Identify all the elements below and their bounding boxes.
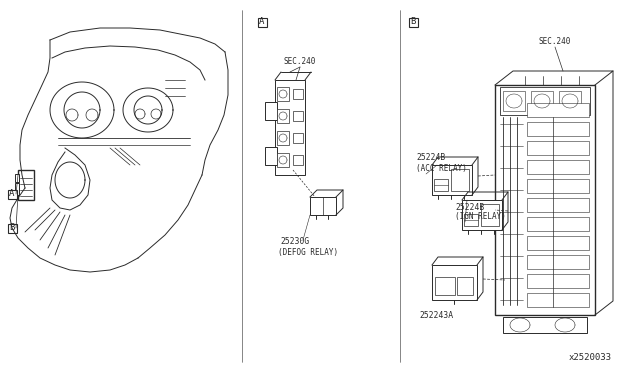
Bar <box>531 91 553 111</box>
Bar <box>277 131 289 145</box>
Bar <box>293 111 303 121</box>
Bar <box>275 80 305 175</box>
Text: SEC.240: SEC.240 <box>539 38 571 46</box>
Bar <box>481 204 499 226</box>
Bar <box>527 293 589 307</box>
Bar <box>451 169 469 191</box>
Bar <box>293 89 303 99</box>
Bar <box>277 153 289 167</box>
Text: 25224B: 25224B <box>455 202 484 212</box>
Text: A: A <box>10 189 15 199</box>
Text: (DEFOG RELAY): (DEFOG RELAY) <box>278 247 338 257</box>
Bar <box>277 87 289 101</box>
Bar <box>500 87 590 115</box>
Text: B: B <box>410 17 416 26</box>
Bar <box>8 189 17 199</box>
Text: 25224B: 25224B <box>416 154 445 163</box>
Bar <box>435 277 455 295</box>
Bar <box>527 160 589 174</box>
Bar <box>293 155 303 165</box>
Bar <box>503 91 525 111</box>
Bar <box>527 198 589 212</box>
Bar <box>265 147 277 165</box>
Bar <box>527 217 589 231</box>
Text: SEC.240: SEC.240 <box>284 58 316 67</box>
Bar <box>464 214 478 226</box>
Bar <box>527 141 589 155</box>
Text: 25230G: 25230G <box>280 237 309 247</box>
Bar <box>15 183 19 195</box>
Bar <box>408 17 417 26</box>
Bar <box>527 103 589 117</box>
Bar <box>432 165 472 195</box>
Bar <box>310 197 336 215</box>
Bar <box>293 133 303 143</box>
Bar <box>527 122 589 136</box>
Bar <box>432 265 477 300</box>
Text: B: B <box>10 224 15 232</box>
Bar <box>8 224 17 232</box>
Bar <box>527 179 589 193</box>
Bar <box>503 317 587 333</box>
Bar <box>257 17 266 26</box>
Bar <box>265 102 277 120</box>
Text: (IGN RELAY): (IGN RELAY) <box>455 212 506 221</box>
Bar <box>462 200 502 230</box>
Bar <box>559 91 581 111</box>
Bar <box>434 179 448 191</box>
Bar <box>18 170 34 200</box>
Bar <box>277 109 289 123</box>
Bar <box>457 277 473 295</box>
Text: A: A <box>259 17 265 26</box>
Bar <box>15 174 19 182</box>
Bar <box>495 85 595 315</box>
Bar <box>527 236 589 250</box>
Bar <box>527 255 589 269</box>
Text: (ACC RELAY): (ACC RELAY) <box>416 164 467 173</box>
Text: x2520033: x2520033 <box>568 353 611 362</box>
Bar <box>527 274 589 288</box>
Text: 252243A: 252243A <box>420 311 454 320</box>
